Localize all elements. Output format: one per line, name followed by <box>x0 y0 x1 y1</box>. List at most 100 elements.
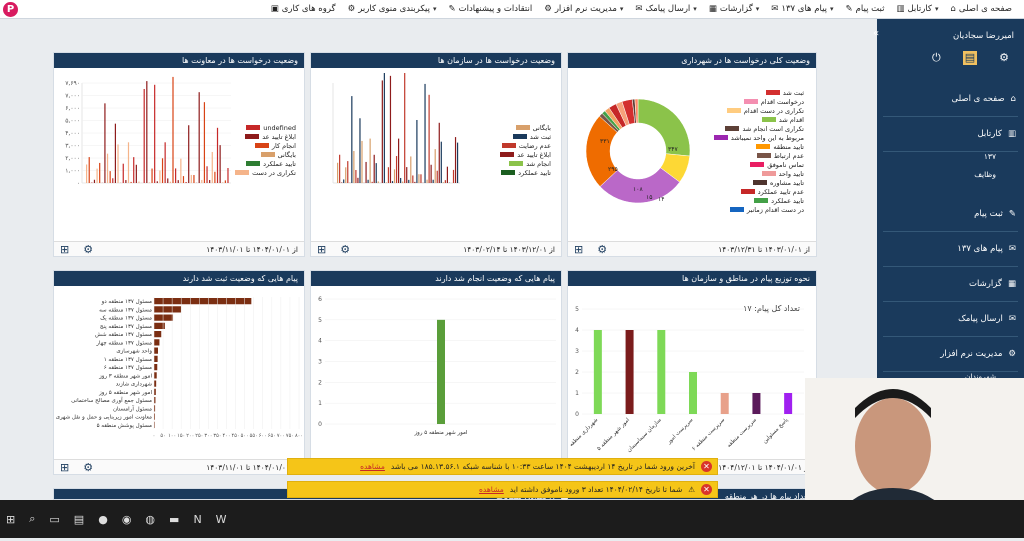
bar[interactable] <box>435 149 436 183</box>
grid-icon[interactable]: ⊞ <box>60 461 69 474</box>
bar[interactable] <box>447 167 448 183</box>
bar[interactable] <box>185 182 186 183</box>
bar[interactable] <box>351 96 352 183</box>
bar[interactable] <box>361 141 362 183</box>
bar[interactable] <box>353 151 354 183</box>
bar[interactable] <box>445 180 446 183</box>
bar[interactable] <box>345 167 346 183</box>
bar[interactable] <box>439 123 440 183</box>
app-icon[interactable]: ● <box>98 513 108 526</box>
browser-icon[interactable]: ◉ <box>122 513 132 526</box>
bar[interactable] <box>206 166 207 183</box>
bar[interactable] <box>392 181 393 183</box>
bar[interactable] <box>146 81 147 183</box>
grid-icon[interactable]: ⊞ <box>317 243 326 256</box>
legend-item[interactable]: عدم تایید عملکرد <box>694 187 804 196</box>
bar[interactable] <box>112 178 113 183</box>
bar[interactable] <box>149 182 150 183</box>
bar[interactable] <box>359 118 360 183</box>
firefox-icon[interactable]: ◍ <box>145 513 155 526</box>
app-logo[interactable]: P <box>3 2 18 17</box>
gear-icon[interactable]: ⚙ <box>83 461 93 474</box>
bar[interactable] <box>115 124 116 183</box>
nav-item[interactable]: ✎ثبت پیام <box>840 4 891 14</box>
bar[interactable] <box>175 168 176 183</box>
bar[interactable] <box>398 139 399 183</box>
bar[interactable] <box>341 182 342 183</box>
bar[interactable] <box>154 381 156 387</box>
word-icon[interactable]: W <box>216 513 227 526</box>
close-icon[interactable]: ✕ <box>701 461 712 472</box>
legend-item[interactable]: ثبت شد <box>471 132 551 141</box>
legend-item[interactable]: درخواست اقدام <box>694 97 804 106</box>
bar[interactable] <box>201 180 202 183</box>
legend-item[interactable]: عدم ارتباط <box>694 151 804 160</box>
bar[interactable] <box>382 80 383 183</box>
bar[interactable] <box>400 178 401 183</box>
bar[interactable] <box>437 320 445 424</box>
bar[interactable] <box>104 103 105 183</box>
bar[interactable] <box>131 182 132 183</box>
bar[interactable] <box>154 315 173 321</box>
bar[interactable] <box>372 182 373 183</box>
bar[interactable] <box>396 156 397 183</box>
bar[interactable] <box>418 174 419 183</box>
bar[interactable] <box>368 180 369 183</box>
nav-item[interactable]: ✉ارسال پیامک▾ <box>629 4 702 14</box>
legend-item[interactable]: ابلاغ تایید عد <box>216 132 296 141</box>
legend-item[interactable]: انجام کار <box>216 141 296 150</box>
bar[interactable] <box>347 161 348 183</box>
bar[interactable] <box>138 182 139 183</box>
bar[interactable] <box>412 175 413 183</box>
legend-item[interactable]: تکراری در دست اقدام <box>694 106 804 115</box>
bar[interactable] <box>410 156 411 183</box>
grid-icon[interactable]: ⊞ <box>574 243 583 256</box>
bar[interactable] <box>384 73 385 183</box>
nav-item[interactable]: ✉پیام های ۱۳۷▾ <box>765 4 839 14</box>
legend-item[interactable]: مربوط به این واحد نمیباشد <box>694 133 804 142</box>
close-icon[interactable]: ✕ <box>701 484 712 495</box>
power-icon[interactable]: ⏻ <box>932 51 941 65</box>
bar[interactable] <box>209 180 210 183</box>
bar[interactable] <box>212 152 213 183</box>
legend-item[interactable]: تایید واحد <box>694 169 804 178</box>
bar[interactable] <box>394 169 395 183</box>
legend-item[interactable]: تایید منطقه <box>694 142 804 151</box>
bar[interactable] <box>154 389 156 395</box>
bar[interactable] <box>188 125 189 183</box>
bar[interactable] <box>388 167 389 183</box>
settings-icon[interactable]: ⚙ <box>999 51 1009 65</box>
legend-item[interactable]: بایگانی <box>216 150 296 159</box>
bar[interactable] <box>408 180 409 183</box>
bar[interactable] <box>151 169 152 183</box>
sidebar-subitem[interactable]: وظایف <box>974 170 996 179</box>
bar[interactable] <box>204 102 205 183</box>
bar[interactable] <box>154 85 155 183</box>
bar[interactable] <box>390 76 391 183</box>
bar[interactable] <box>225 180 226 183</box>
bar[interactable] <box>199 92 200 183</box>
nav-item[interactable]: ⚙مدیریت نرم افزار▾ <box>538 4 629 14</box>
bar[interactable] <box>125 180 126 183</box>
bar[interactable] <box>455 137 456 183</box>
bar[interactable] <box>357 178 358 183</box>
profile-card-icon[interactable]: ▤ <box>963 51 977 65</box>
bar[interactable] <box>133 157 134 183</box>
legend-item[interactable]: اقدام شد <box>694 115 804 124</box>
bar[interactable] <box>443 182 444 183</box>
sidebar-item[interactable]: ✉ارسال پیامک <box>886 314 1016 324</box>
sidebar-item[interactable]: ⌂صفحه ی اصلی <box>886 94 1016 104</box>
onenote-icon[interactable]: N <box>193 513 201 526</box>
bar[interactable] <box>457 143 458 183</box>
bar[interactable] <box>99 163 100 183</box>
bar[interactable] <box>433 180 434 183</box>
gear-icon[interactable]: ⚙ <box>597 243 607 256</box>
bar[interactable] <box>193 175 194 183</box>
bar[interactable] <box>424 84 425 183</box>
bar[interactable] <box>404 73 405 183</box>
nav-item[interactable]: ▥کارتابل▾ <box>890 4 944 14</box>
terminal-icon[interactable]: ▬ <box>169 513 179 526</box>
bar[interactable] <box>402 182 403 183</box>
bar[interactable] <box>144 89 145 183</box>
view-link[interactable]: مشاهده <box>360 462 385 471</box>
